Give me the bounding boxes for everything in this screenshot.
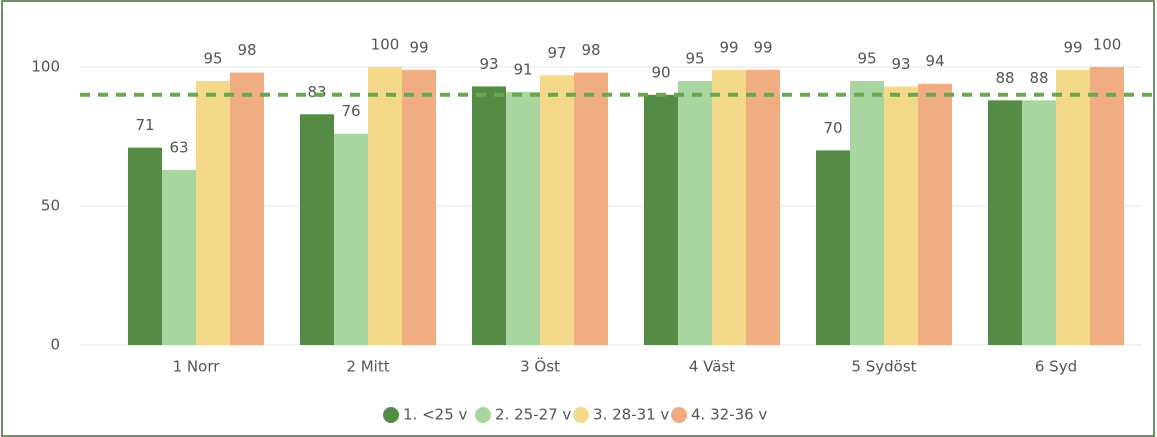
x-tick-label: 5 Sydöst bbox=[851, 358, 916, 376]
legend-label: 4. 32-36 v bbox=[691, 406, 767, 424]
value-label: 98 bbox=[237, 41, 256, 59]
value-label: 91 bbox=[513, 61, 532, 79]
x-tick-label: 3 Öst bbox=[520, 357, 560, 376]
bar bbox=[230, 72, 264, 345]
bar bbox=[162, 169, 196, 345]
bar bbox=[472, 86, 506, 346]
bar bbox=[1090, 67, 1124, 345]
x-tick-label: 4 Väst bbox=[689, 358, 735, 376]
bar bbox=[300, 114, 334, 345]
value-label: 98 bbox=[581, 41, 600, 59]
bar bbox=[746, 69, 780, 345]
value-label: 70 bbox=[823, 119, 842, 137]
value-label: 63 bbox=[169, 138, 188, 156]
value-label: 100 bbox=[1093, 36, 1122, 54]
legend-label: 2. 25-27 v bbox=[495, 406, 571, 424]
bar bbox=[1022, 100, 1056, 345]
y-tick-label: 50 bbox=[41, 197, 60, 215]
legend-label: 1. <25 v bbox=[403, 406, 468, 424]
value-label: 99 bbox=[719, 38, 738, 56]
value-label: 71 bbox=[135, 116, 154, 134]
value-label: 99 bbox=[753, 38, 772, 56]
value-label: 95 bbox=[685, 49, 704, 67]
value-label: 88 bbox=[1029, 69, 1048, 87]
bar bbox=[644, 94, 678, 345]
bar bbox=[712, 69, 746, 345]
x-tick-label: 1 Norr bbox=[173, 358, 221, 376]
bar bbox=[816, 150, 850, 345]
value-label: 83 bbox=[307, 83, 326, 101]
bar bbox=[850, 80, 884, 346]
value-label: 95 bbox=[203, 49, 222, 67]
value-label: 90 bbox=[651, 63, 670, 81]
x-tick-label: 6 Syd bbox=[1035, 358, 1077, 376]
bar bbox=[884, 86, 918, 346]
legend-swatch bbox=[671, 407, 687, 423]
x-tick-label: 2 Mitt bbox=[346, 358, 389, 376]
bar bbox=[506, 92, 540, 346]
bar bbox=[402, 69, 436, 345]
bar bbox=[334, 133, 368, 345]
value-label: 100 bbox=[371, 36, 400, 54]
value-label: 93 bbox=[479, 55, 498, 73]
value-label: 97 bbox=[547, 44, 566, 62]
legend-swatch bbox=[475, 407, 491, 423]
bar bbox=[574, 72, 608, 345]
legend-swatch bbox=[573, 407, 589, 423]
bar bbox=[988, 100, 1022, 345]
legend-label: 3. 28-31 v bbox=[593, 406, 669, 424]
bar bbox=[1056, 69, 1090, 345]
bar bbox=[918, 83, 952, 346]
value-label: 76 bbox=[341, 102, 360, 120]
value-label: 88 bbox=[995, 69, 1014, 87]
value-label: 99 bbox=[1063, 38, 1082, 56]
value-label: 93 bbox=[891, 55, 910, 73]
value-label: 94 bbox=[925, 52, 944, 70]
legend-swatch bbox=[383, 407, 399, 423]
bar bbox=[678, 80, 712, 346]
bar bbox=[196, 80, 230, 346]
value-label: 99 bbox=[409, 38, 428, 56]
bar bbox=[128, 147, 162, 345]
bar bbox=[540, 75, 574, 345]
y-tick-label: 100 bbox=[31, 58, 60, 76]
y-tick-label: 0 bbox=[50, 336, 60, 354]
bar bbox=[368, 67, 402, 345]
value-label: 95 bbox=[857, 49, 876, 67]
